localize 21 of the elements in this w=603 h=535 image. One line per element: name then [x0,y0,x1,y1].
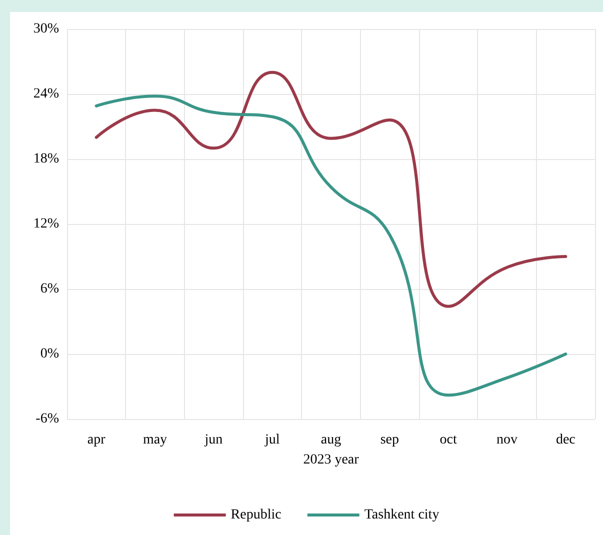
x-tick-label: aug [320,432,342,448]
y-tick-label: 24% [33,86,60,102]
x-tick-label: jul [264,432,280,448]
y-tick-label: 18% [33,152,60,166]
y-tick-label: 30% [33,22,60,36]
x-axis-title: 2023 year [303,452,360,468]
x-tick-label: jun [204,432,223,448]
x-tick-label: dec [556,432,576,448]
legend-label: Republic [230,508,282,522]
y-tick-label: 12% [33,216,60,232]
line-series [94,94,568,397]
y-tick-label: 0% [40,346,60,362]
x-tick-label: nov [496,432,518,448]
x-tick-label: apr [87,432,106,448]
line-series [94,70,568,308]
legend-label: Tashkent city [364,508,440,522]
x-tick-label: sep [380,432,400,448]
y-tick-label: 6% [40,282,60,296]
y-tick-label: -6% [36,412,60,426]
x-tick-label: may [142,432,168,448]
x-tick-label: oct [440,432,457,448]
